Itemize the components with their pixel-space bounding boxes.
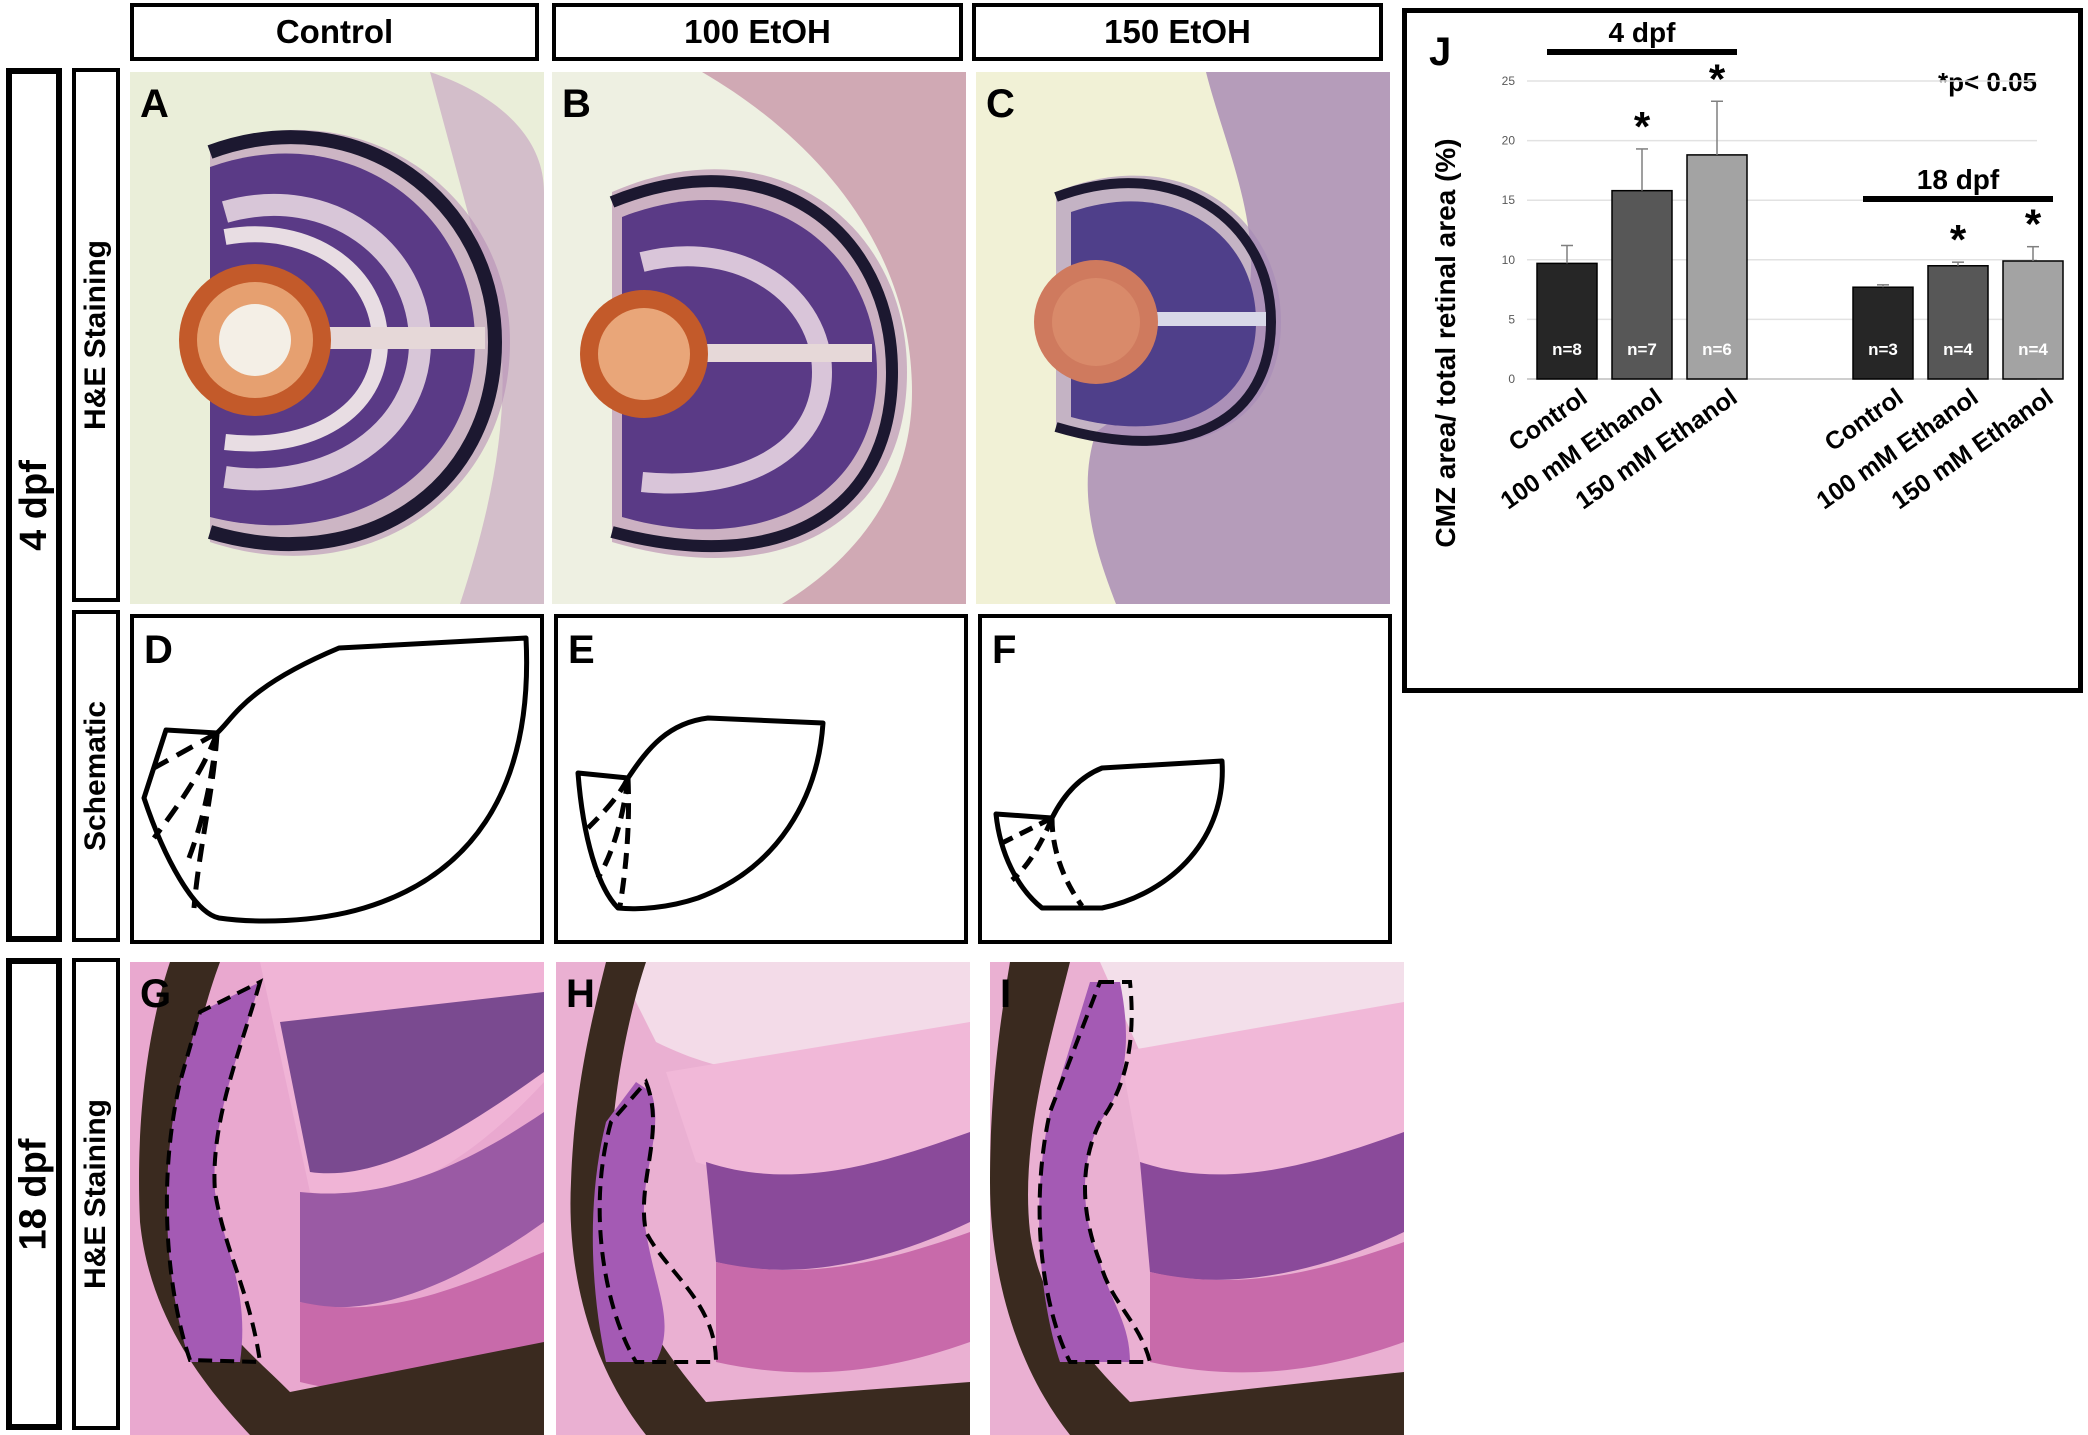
panel-letter: C	[986, 82, 1015, 126]
cmz-section-image	[990, 962, 1404, 1435]
schematic-panel-e: E	[554, 614, 968, 944]
panel-letter: H	[566, 972, 595, 1016]
row-label-he-staining-18dpf: H&E Staining	[72, 958, 120, 1430]
bar	[2002, 260, 2064, 380]
stage-label-text: 18 dpf	[12, 1138, 55, 1250]
significance-note: *p< 0.05	[1938, 67, 2037, 97]
row-label-text: Schematic	[79, 700, 113, 852]
n-label: n=4	[2018, 340, 2048, 359]
y-tick-label: 0	[1508, 372, 1515, 386]
column-label: 100 EtOH	[684, 13, 831, 50]
retina-outline-schematic	[575, 715, 826, 912]
schematic-panel-f: F	[978, 614, 1392, 944]
schematic-panel-d: D	[130, 614, 544, 944]
bar	[1536, 262, 1598, 380]
panel-letter: F	[992, 628, 1017, 672]
panel-letter: I	[1000, 972, 1012, 1016]
column-label: Control	[275, 13, 394, 50]
y-tick-label: 5	[1508, 312, 1515, 326]
eye-section-image	[130, 72, 544, 604]
panel-letter: E	[568, 628, 595, 672]
panel-letter: A	[140, 82, 169, 126]
y-tick-label: 10	[1502, 253, 1516, 267]
y-tick-label: 15	[1502, 193, 1516, 207]
micrograph-panel-a: A	[130, 72, 544, 604]
micrograph-panel-i: I	[990, 962, 1404, 1435]
cmz-area-bar-chart: J *p< 0.05 CMZ area/ total retinal area …	[1429, 17, 2064, 548]
cmz-section-image	[130, 962, 544, 1435]
panel-letter: B	[562, 82, 591, 126]
row-label-schematic: Schematic	[72, 610, 120, 942]
micrograph-panel-g: G	[130, 962, 544, 1435]
bar	[1686, 154, 1748, 380]
n-label: n=7	[1627, 340, 1657, 359]
significance-star: *	[1709, 55, 1726, 102]
group-label: 18 dpf	[1917, 164, 2000, 195]
micrograph-panel-h: H	[556, 962, 970, 1435]
retina-outline-schematic	[993, 758, 1225, 911]
row-label-he-staining-4dpf: H&E Staining	[72, 68, 120, 602]
stage-label-18dpf: 18 dpf	[6, 958, 62, 1430]
y-tick-label: 20	[1502, 134, 1516, 148]
significance-star: *	[2025, 201, 2042, 248]
eye-section-image	[552, 72, 966, 604]
y-tick-label: 25	[1502, 74, 1516, 88]
retina-outline-schematic	[141, 635, 530, 924]
n-label: n=4	[1943, 340, 1973, 359]
cmz-section-image	[556, 962, 970, 1435]
significance-star: *	[1950, 216, 1967, 263]
y-axis-label: CMZ area/ total retinal area (%)	[1430, 138, 1461, 547]
n-label: n=6	[1702, 340, 1732, 359]
column-header-150-etoh: 150 EtOH	[972, 3, 1383, 61]
chart-panel-j: J *p< 0.05 CMZ area/ total retinal area …	[1402, 8, 2083, 693]
bar	[1611, 189, 1673, 380]
n-label: n=3	[1868, 340, 1898, 359]
column-header-control: Control	[130, 3, 539, 61]
row-label-text: H&E Staining	[79, 239, 113, 431]
group-label: 4 dpf	[1609, 17, 1677, 48]
column-header-100-etoh: 100 EtOH	[552, 3, 963, 61]
n-label: n=8	[1552, 340, 1582, 359]
eye-section-image	[976, 72, 1390, 604]
column-label: 150 EtOH	[1104, 13, 1251, 50]
micrograph-panel-b: B	[552, 72, 966, 604]
significance-star: *	[1634, 103, 1651, 150]
panel-letter: G	[140, 972, 172, 1016]
stage-label-text: 4 dpf	[12, 459, 55, 551]
bar	[1927, 265, 1989, 380]
panel-letter: D	[144, 628, 173, 672]
row-label-text: H&E Staining	[79, 1098, 113, 1290]
stage-label-4dpf: 4 dpf	[6, 68, 62, 942]
panel-letter: J	[1429, 30, 1451, 74]
micrograph-panel-c: C	[976, 72, 1390, 604]
bar	[1852, 286, 1914, 380]
